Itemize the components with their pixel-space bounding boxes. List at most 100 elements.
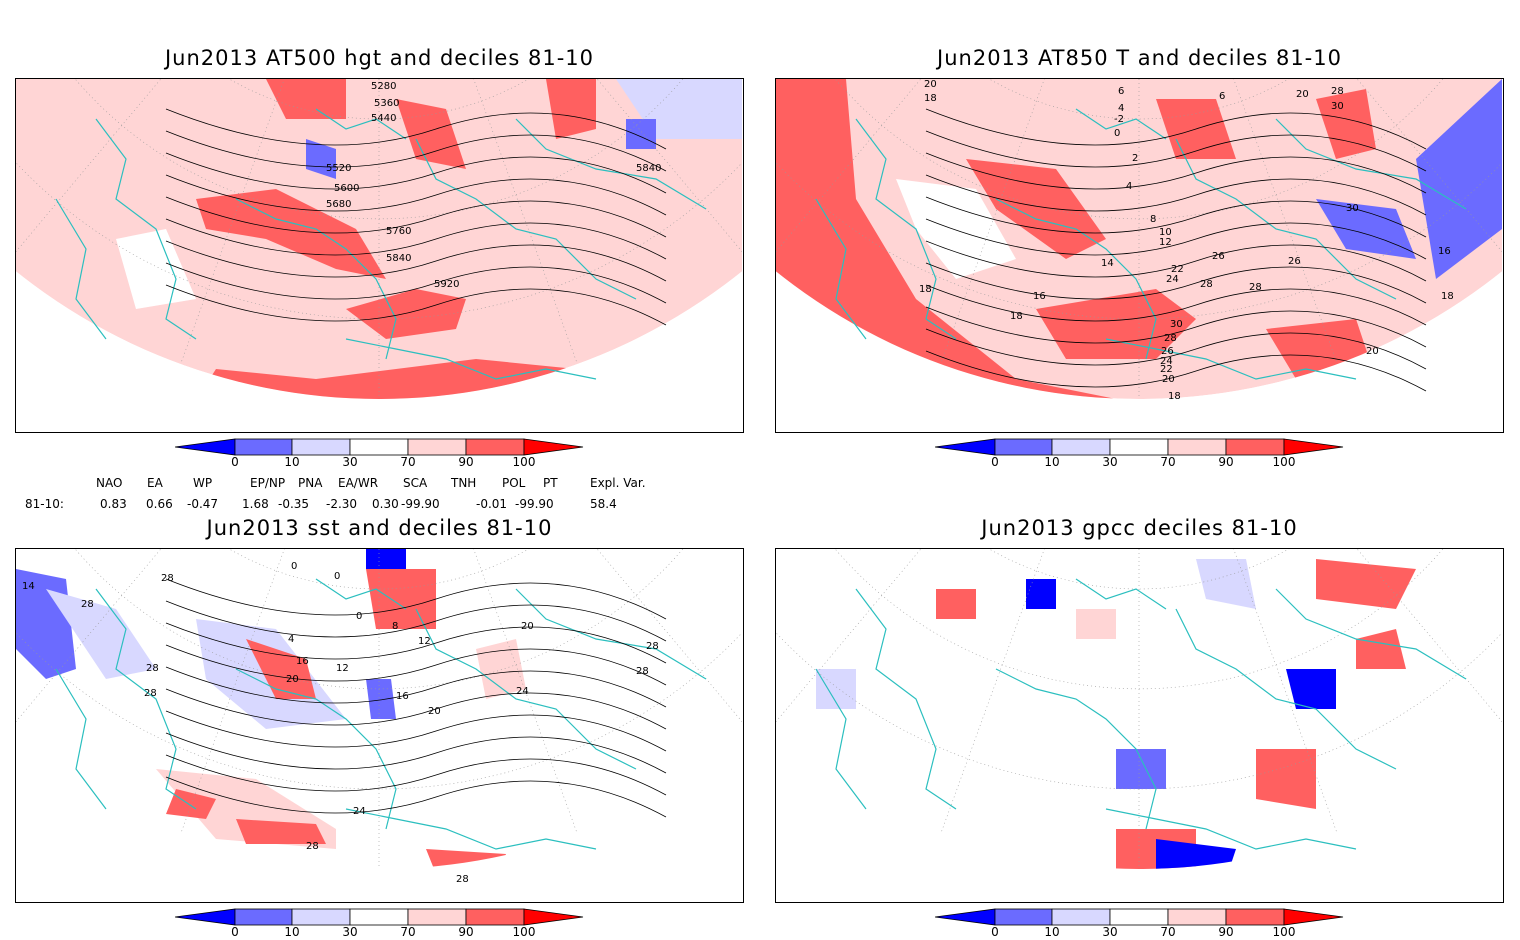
index-header: PNA [298, 476, 323, 490]
contour-label: 24 [1166, 274, 1179, 285]
index-value: -0.01 [476, 497, 508, 511]
contour-label: 28 [1249, 282, 1262, 293]
contour-label: 5840 [636, 163, 661, 174]
colorbar-segment [994, 438, 1053, 456]
colorbar-segment [523, 908, 584, 926]
contour-label: 12 [1159, 237, 1172, 248]
coastline [1175, 138, 1397, 300]
coastline [315, 578, 407, 610]
contour-line [165, 578, 667, 620]
index-header: EP/NP [250, 476, 286, 490]
colorbar-segment [349, 438, 409, 456]
index-header: PT [543, 476, 558, 490]
contour-line [925, 328, 1427, 370]
colorbar-segment [1225, 908, 1285, 926]
coastline [815, 198, 867, 340]
colorbar-segment [1167, 908, 1227, 926]
colorbar-tick-label: 10 [1044, 925, 1060, 939]
contour-label: 28 [1200, 279, 1213, 290]
contour-label: 16 [396, 691, 409, 702]
colorbar-segment [175, 438, 236, 456]
map-hgt500: 5280 5360 5440 5520 5600 5680 5760 5840 5840 5920 [15, 78, 744, 433]
contour-label: 22 [1171, 264, 1184, 275]
colorbar-segment [1109, 438, 1169, 456]
colorbar-tick-label: 70 [1160, 925, 1176, 939]
index-value: -0.47 [187, 497, 219, 511]
colorbar-tick-label: 70 [400, 455, 416, 469]
index-header: NAO [96, 476, 123, 490]
contour-label: 5840 [386, 253, 411, 264]
anomaly-region [246, 639, 316, 699]
colorbar-tick-label: 30 [1102, 455, 1118, 469]
anomaly-region [266, 79, 346, 119]
contour-line [165, 196, 667, 238]
coastline [415, 138, 637, 300]
colorbar-tick-label: 100 [1272, 455, 1296, 469]
index-value: 0.30 [372, 497, 399, 511]
colorbar-segment [465, 908, 525, 926]
index-header: WP [193, 476, 213, 490]
contour-lines [165, 578, 667, 818]
anomaly-region [346, 289, 466, 339]
index-value: -99.90 [401, 497, 440, 511]
index-header: EA [147, 476, 163, 490]
index-header: TNH [451, 476, 477, 490]
coastline [95, 118, 197, 340]
colorbar-tick-label: 10 [1044, 455, 1060, 469]
anomaly-field [16, 79, 742, 399]
colorbar-segment [1051, 908, 1111, 926]
contour-label: 20 [924, 79, 937, 90]
coastline [345, 338, 597, 380]
contour-line [165, 174, 667, 216]
colorbar-tick-label: 0 [991, 925, 999, 939]
contour-label: 26 [1212, 251, 1225, 262]
contour-label: 12 [418, 636, 431, 647]
contour-label: 30 [1346, 203, 1359, 214]
colorbar-tick-label: 0 [231, 925, 239, 939]
contour-line [925, 262, 1427, 304]
anomaly-field [776, 549, 1502, 869]
coastlines [815, 108, 1467, 380]
contour-label: 28 [456, 874, 469, 885]
colorbar-hgt500: 0 10 30 70 90 100 [175, 438, 585, 478]
anomaly-region [1316, 559, 1416, 609]
colorbar-segment [234, 908, 293, 926]
coastlines [55, 578, 707, 850]
index-header: EA/WR [338, 476, 379, 490]
contour-label: 28 [81, 599, 94, 610]
contour-label: 5600 [334, 183, 359, 194]
contour-label: 28 [636, 666, 649, 677]
coastlines [55, 108, 707, 380]
contour-line [925, 240, 1427, 282]
index-value: 0.83 [100, 497, 127, 511]
colorbar-tick-label: 90 [458, 925, 474, 939]
contour-label: 18 [919, 284, 932, 295]
colorbar-gpcc: 0 10 30 70 90 100 [935, 908, 1345, 940]
colorbar-tick-label: 100 [512, 925, 536, 939]
coastline [1105, 808, 1357, 850]
colorbar-tick-label: 70 [1160, 455, 1176, 469]
contour-label: 20 [286, 674, 299, 685]
anomaly-region [46, 589, 156, 679]
contour-label: 28 [161, 573, 174, 584]
colorbar-sst: 0 10 30 70 90 100 [175, 908, 585, 940]
contour-lines [925, 108, 1427, 392]
anomaly-region [366, 679, 396, 719]
contour-label: 14 [1101, 258, 1114, 269]
contour-label: 8 [392, 621, 398, 632]
anomaly-region [1416, 79, 1502, 279]
contour-label: 16 [1033, 291, 1046, 302]
contour-label: 5680 [326, 199, 351, 210]
contour-label: 5520 [326, 163, 351, 174]
contour-line [925, 196, 1427, 238]
contour-line [165, 666, 667, 708]
contour-label: 8 [1150, 214, 1156, 225]
anomaly-background [16, 79, 742, 399]
contour-line [165, 710, 667, 752]
contour-label: 18 [924, 93, 937, 104]
contour-line [165, 152, 667, 194]
contour-label: 28 [146, 663, 159, 674]
coastline [235, 198, 397, 360]
contour-label: 0 [1114, 128, 1120, 139]
colorbar-segment [1283, 438, 1344, 456]
